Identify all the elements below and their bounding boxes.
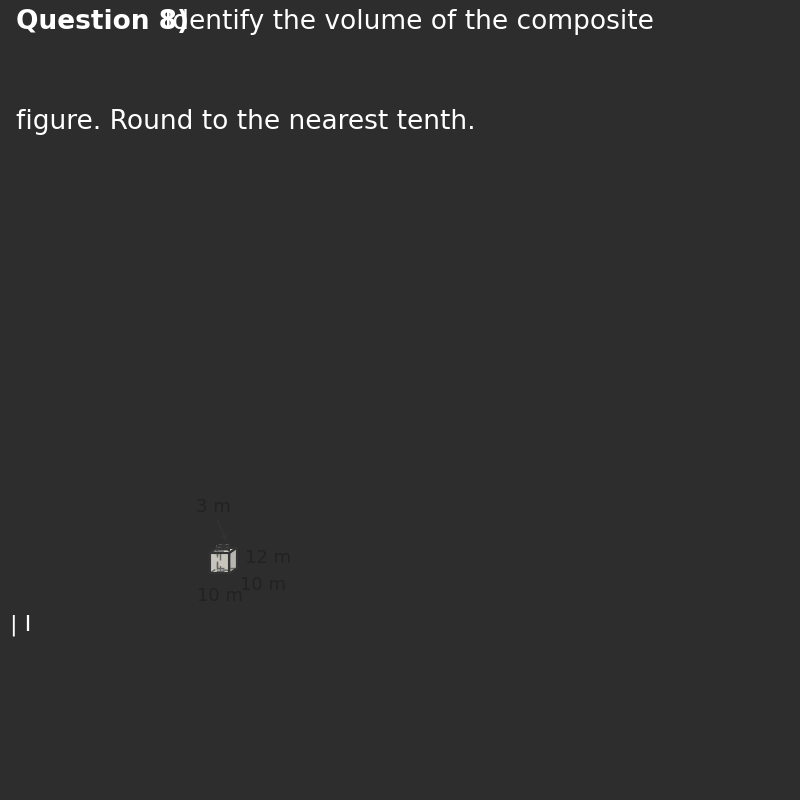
Polygon shape bbox=[217, 546, 230, 550]
Text: Question 8): Question 8) bbox=[16, 9, 189, 34]
Polygon shape bbox=[210, 548, 237, 553]
Text: | I: | I bbox=[10, 614, 31, 636]
Text: 12 m: 12 m bbox=[245, 549, 291, 567]
Text: 10 m: 10 m bbox=[197, 586, 242, 605]
Polygon shape bbox=[230, 548, 237, 574]
Text: 10 m: 10 m bbox=[240, 576, 286, 594]
Text: 3 m: 3 m bbox=[196, 498, 230, 516]
Text: figure. Round to the nearest tenth.: figure. Round to the nearest tenth. bbox=[16, 109, 476, 135]
Polygon shape bbox=[210, 553, 230, 574]
Text: Identify the volume of the composite: Identify the volume of the composite bbox=[156, 9, 654, 34]
Polygon shape bbox=[217, 546, 230, 547]
